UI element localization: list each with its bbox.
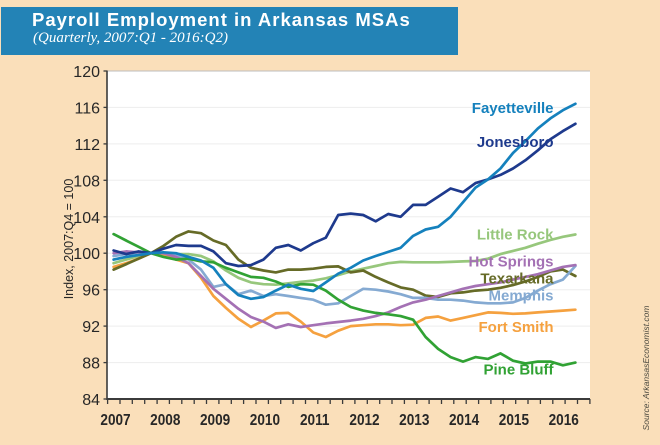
svg-text:116: 116 (74, 100, 100, 117)
svg-text:2009: 2009 (200, 412, 230, 429)
svg-text:112: 112 (74, 137, 100, 154)
svg-text:Jonesboro: Jonesboro (477, 134, 554, 151)
svg-text:100: 100 (73, 246, 100, 263)
svg-text:88: 88 (82, 356, 100, 373)
svg-text:2016: 2016 (549, 412, 579, 429)
svg-text:Memphis: Memphis (488, 288, 553, 305)
svg-text:Pine Bluff: Pine Bluff (484, 362, 555, 379)
svg-text:Hot Springs: Hot Springs (469, 254, 554, 271)
svg-text:92: 92 (82, 319, 100, 336)
svg-text:2012: 2012 (349, 412, 379, 429)
svg-text:120: 120 (73, 64, 100, 81)
svg-text:Fort Smith: Fort Smith (479, 319, 554, 336)
svg-text:84: 84 (82, 392, 100, 409)
svg-text:2013: 2013 (399, 412, 429, 429)
svg-text:2010: 2010 (250, 412, 280, 429)
svg-text:2011: 2011 (300, 412, 329, 429)
svg-text:2008: 2008 (150, 412, 180, 429)
svg-text:104: 104 (73, 210, 100, 227)
svg-text:96: 96 (82, 283, 100, 300)
svg-text:Little Rock: Little Rock (477, 227, 554, 244)
svg-text:2015: 2015 (499, 412, 529, 429)
svg-text:Texarkana: Texarkana (480, 271, 554, 288)
svg-text:2014: 2014 (449, 412, 480, 429)
svg-text:Source: ArkansasEconomist.com: Source: ArkansasEconomist.com (641, 306, 651, 431)
svg-text:Fayetteville: Fayetteville (472, 100, 554, 117)
svg-text:2007: 2007 (100, 412, 130, 429)
svg-text:108: 108 (73, 173, 100, 190)
svg-text:Index, 2007:Q4 = 100: Index, 2007:Q4 = 100 (62, 179, 76, 300)
